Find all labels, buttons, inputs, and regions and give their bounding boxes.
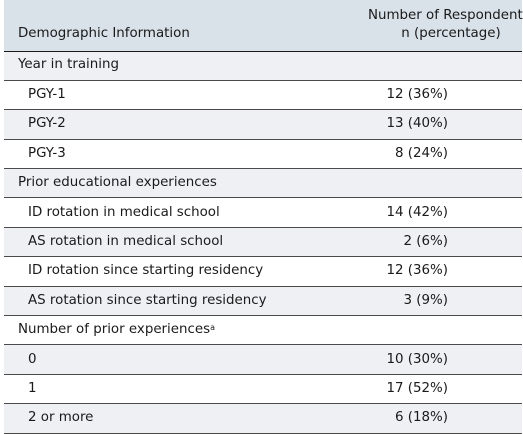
table-body: Year in training PGY-1 12 (36%) PGY-2 13… — [4, 51, 522, 434]
table-row: 2 or more 6 (18%) — [4, 403, 522, 434]
row-value: 6 (18%) — [395, 410, 448, 426]
section-row-prior-educational-experiences: Prior educational experiences — [4, 168, 522, 198]
table-header: Demographic Information Number of Respon… — [4, 0, 523, 51]
row-value: 2 (6%) — [403, 234, 448, 250]
section-row-year-in-training: Year in training — [4, 51, 522, 81]
row-value: 12 (36%) — [386, 263, 448, 279]
table-row: ID rotation in medical school 14 (42%) — [4, 198, 522, 228]
footnote-marker: a — [210, 323, 215, 333]
row-label: PGY-1 — [28, 87, 66, 103]
row-label: ID rotation since starting residency — [28, 263, 264, 279]
row-label: AS rotation since starting residency — [28, 292, 267, 308]
row-value: 13 (40%) — [386, 116, 448, 132]
row-label: ID rotation in medical school — [28, 204, 220, 220]
section-label: Prior educational experiences — [4, 169, 522, 198]
row-label: 2 or more — [28, 410, 94, 426]
section-row-number-of-prior-experiences: Number of prior experiencesa — [4, 316, 522, 345]
row-value: 8 (24%) — [395, 145, 448, 161]
table-row: PGY-3 8 (24%) — [4, 139, 522, 169]
demographics-table: Demographic Information Number of Respon… — [4, 0, 523, 434]
table-row: PGY-2 13 (40%) — [4, 109, 522, 140]
header-col2-line2: n (percentage) — [401, 26, 501, 41]
table-row: 0 10 (30%) — [4, 344, 522, 375]
row-label: AS rotation in medical school — [28, 234, 224, 250]
header-row: Demographic Information Number of Respon… — [4, 0, 523, 51]
table-row: AS rotation since starting residency 3 (… — [4, 286, 522, 316]
row-label: 0 — [28, 351, 37, 367]
table-top-rule — [4, 0, 522, 2]
row-value: 3 (9%) — [403, 292, 448, 308]
table-row: PGY-1 12 (36%) — [4, 80, 522, 110]
row-value: 14 (42%) — [386, 204, 448, 220]
header-demographic-information: Demographic Information — [18, 26, 190, 41]
table-row: AS rotation in medical school 2 (6%) — [4, 227, 522, 257]
section-label-text: Number of prior experiences — [18, 322, 211, 338]
row-value: 10 (30%) — [386, 351, 448, 367]
section-label: Number of prior experiencesa — [4, 316, 522, 345]
row-value: 17 (52%) — [386, 380, 448, 396]
header-number-of-respondents: Number of Respondents, n (percentage) — [304, 0, 523, 51]
section-label-text: Prior educational experiences — [18, 175, 217, 191]
header-rule — [4, 51, 522, 52]
table-row: ID rotation since starting residency 12 … — [4, 257, 522, 287]
header-col2-line1: Number of Respondents, — [367, 8, 523, 23]
section-label-text: Year in training — [18, 57, 119, 73]
row-label: PGY-3 — [28, 145, 66, 161]
row-label: PGY-2 — [28, 116, 66, 132]
row-value: 12 (36%) — [386, 87, 448, 103]
row-label: 1 — [28, 380, 37, 396]
section-label: Year in training — [4, 51, 522, 80]
table-row: 1 17 (52%) — [4, 374, 522, 404]
